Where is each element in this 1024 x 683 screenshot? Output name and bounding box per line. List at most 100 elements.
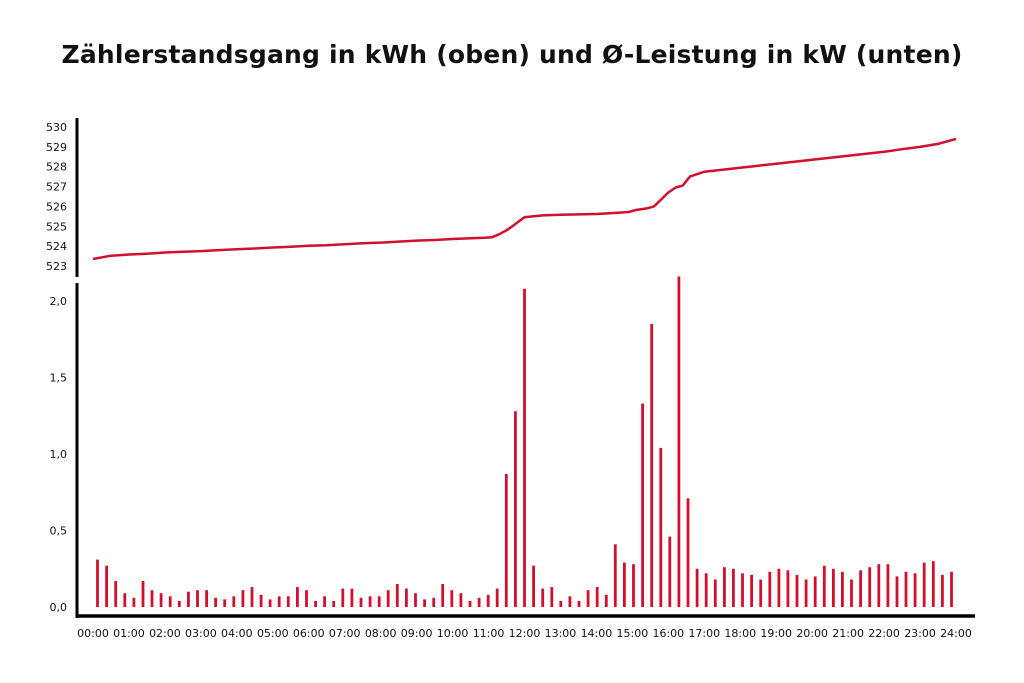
power-bar: [196, 590, 199, 607]
power-bar: [886, 564, 890, 607]
power-bar: [950, 571, 953, 607]
power-bar: [323, 596, 326, 607]
x-tick-label: 20:00: [796, 627, 828, 640]
power-bar: [341, 588, 345, 607]
meter-reading-panel: 523 524 525 526 527 528 529 530: [46, 118, 957, 277]
power-bar: [177, 600, 181, 607]
x-tick-label: 17:00: [688, 627, 720, 640]
power-bar: [314, 600, 317, 607]
power-bar: [414, 593, 417, 607]
power-bar: [541, 588, 545, 607]
x-tick-label: 24:00: [940, 627, 972, 640]
power-bars: [96, 276, 953, 608]
power-bar: [123, 593, 127, 607]
x-tick-label: 21:00: [832, 627, 864, 640]
x-tick-label: 08:00: [365, 627, 397, 640]
bottom-y-tick-label: 0,0: [50, 601, 68, 614]
bottom-y-tick-label: 0,5: [50, 525, 68, 538]
power-bar: [641, 403, 644, 607]
x-tick-label: 11:00: [473, 627, 505, 640]
power-bar: [359, 597, 363, 607]
power-bar: [332, 600, 336, 607]
power-bar: [859, 570, 862, 607]
power-bar: [732, 568, 735, 608]
power-bar: [623, 562, 626, 607]
power-bar: [868, 567, 872, 607]
top-y-tick-label: 523: [46, 260, 67, 273]
x-tick-label: 04:00: [221, 627, 253, 640]
power-bar: [214, 597, 217, 607]
power-bar: [159, 593, 163, 607]
top-y-tick-label: 527: [46, 181, 67, 194]
power-bar: [241, 590, 245, 607]
power-bar: [259, 594, 263, 607]
power-bar: [432, 597, 436, 607]
power-bar: [777, 568, 781, 608]
power-bar: [232, 596, 236, 607]
power-bar: [395, 584, 399, 607]
x-tick-label: 03:00: [185, 627, 217, 640]
bottom-y-tick-label: 2,0: [50, 295, 68, 308]
power-bar: [577, 600, 581, 607]
power-bar: [795, 574, 799, 607]
x-tick-label: 16:00: [652, 627, 684, 640]
power-bar: [486, 594, 490, 607]
top-y-tick-label: 529: [46, 141, 67, 154]
power-bar: [877, 564, 881, 607]
power-bar: [286, 596, 290, 607]
power-bar: [659, 447, 663, 607]
power-bar: [686, 498, 690, 607]
power-bar: [350, 588, 354, 607]
power-bar: [613, 544, 617, 607]
power-bar: [677, 276, 681, 607]
chart-title: Zählerstandsgang in kWh (oben) und Ø-Lei…: [61, 40, 963, 69]
power-bar: [250, 587, 254, 607]
x-tick-label: 19:00: [760, 627, 792, 640]
power-bar: [759, 579, 763, 607]
x-tick-label: 09:00: [401, 627, 433, 640]
power-bar: [205, 590, 208, 607]
power-bar: [841, 571, 844, 607]
power-bar: [750, 574, 753, 607]
power-bar: [695, 568, 699, 608]
x-tick-label: 06:00: [293, 627, 325, 640]
power-bar: [368, 596, 372, 607]
x-tick-labels: 00:00 01:00 02:00 03:00 04:00 05:00 06:00 07:00…: [77, 627, 972, 640]
top-y-tick-label: 524: [46, 240, 67, 253]
power-bar: [223, 599, 227, 607]
power-bar: [832, 568, 835, 608]
power-bar: [268, 599, 272, 607]
power-bar: [922, 562, 926, 607]
power-bar: [568, 596, 572, 607]
power-bar: [941, 574, 944, 607]
power-bar: [850, 579, 853, 607]
x-tick-label: 01:00: [113, 627, 145, 640]
power-bar: [495, 588, 499, 607]
power-bar: [586, 590, 590, 607]
power-bar: [895, 576, 899, 607]
top-y-tick-label: 528: [46, 161, 67, 174]
power-bar: [514, 411, 517, 607]
top-y-tick-label: 530: [46, 121, 67, 134]
power-bar: [405, 588, 408, 607]
power-bar: [150, 590, 154, 607]
power-bar: [96, 559, 99, 607]
power-bar: [168, 596, 172, 607]
power-bar: [523, 288, 526, 607]
power-bar: [504, 473, 508, 607]
top-y-tick-label: 526: [46, 200, 67, 213]
bottom-y-tick-labels: 0,0 0,5 1,0 1,5 2,0: [50, 295, 68, 614]
power-bar: [668, 536, 672, 607]
power-bar: [386, 590, 390, 607]
power-bar: [532, 565, 535, 607]
x-tick-label: 12:00: [509, 627, 541, 640]
power-bar: [277, 596, 281, 607]
bottom-y-tick-label: 1,0: [50, 448, 68, 461]
power-bar: [704, 573, 708, 607]
power-bar: [786, 570, 790, 607]
power-bar: [423, 599, 426, 607]
x-tick-label: 14:00: [581, 627, 613, 640]
power-bar: [723, 567, 726, 607]
power-bar: [904, 571, 908, 607]
x-tick-label: 23:00: [904, 627, 936, 640]
